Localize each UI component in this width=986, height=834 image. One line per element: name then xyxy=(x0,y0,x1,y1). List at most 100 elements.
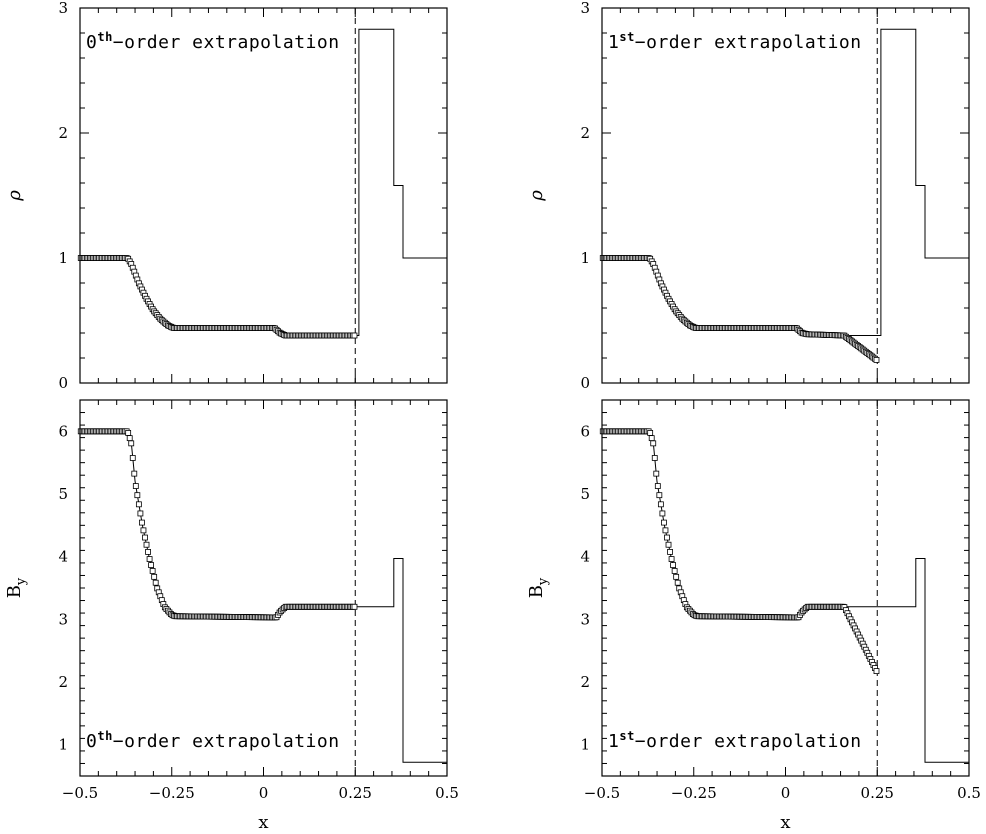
exact-solution-line xyxy=(80,430,447,763)
data-point xyxy=(126,435,133,442)
data-point xyxy=(149,568,156,574)
annotation-rest: −order extrapolation xyxy=(113,32,340,53)
y-axis-label-text: B xyxy=(526,585,547,598)
y-tick-label: 2 xyxy=(580,124,590,142)
y-tick-label: 1 xyxy=(58,736,68,754)
exact-solution-line xyxy=(80,28,447,336)
annotation-rest: −order extrapolation xyxy=(113,731,340,752)
data-point xyxy=(140,527,147,534)
x-tick-label: −0.5 xyxy=(62,784,98,802)
data-point xyxy=(673,573,680,580)
x-tick-label: −0.25 xyxy=(671,784,717,802)
x-tick-label: −0.25 xyxy=(149,784,195,802)
data-point xyxy=(131,470,138,477)
y-tick-label: 4 xyxy=(58,548,68,566)
y-axis-label-subscript: y xyxy=(536,577,551,586)
data-point xyxy=(667,549,673,555)
y-tick-label: 2 xyxy=(580,673,590,691)
annotation-superscript: th xyxy=(97,30,112,44)
plot-frame xyxy=(601,399,970,777)
y-axis-label-text: ρ xyxy=(526,190,547,202)
data-point xyxy=(650,440,657,447)
y-axis-label-text: ρ xyxy=(4,190,25,202)
plot-frame xyxy=(79,399,448,777)
data-point xyxy=(661,519,667,526)
data-point xyxy=(134,492,141,499)
data-point xyxy=(648,435,655,442)
y-axis-label: ρ xyxy=(526,190,547,202)
annotation-base: 0 xyxy=(86,731,97,752)
annotation-base: 1 xyxy=(608,32,619,53)
y-tick-label: 3 xyxy=(58,0,68,17)
x-axis-label: x xyxy=(258,812,268,833)
y-axis-label-text: B xyxy=(4,585,25,598)
y-tick-label: 3 xyxy=(580,0,590,17)
x-tick-label: −0.5 xyxy=(584,784,620,802)
data-point xyxy=(139,519,145,526)
data-point xyxy=(152,579,159,586)
y-tick-label: 1 xyxy=(580,249,590,267)
annotation-superscript: th xyxy=(97,729,112,743)
data-point xyxy=(664,534,670,541)
data-point xyxy=(654,483,661,489)
annotation-base: 0 xyxy=(86,32,97,53)
data-point xyxy=(145,549,151,555)
data-point xyxy=(151,573,158,580)
y-tick-label: 0 xyxy=(580,374,590,392)
data-point xyxy=(132,483,139,489)
annotation-base: 1 xyxy=(608,731,619,752)
annotation-rest: −order extrapolation xyxy=(635,731,862,752)
data-point xyxy=(671,568,678,574)
exact-solution-line xyxy=(602,430,969,763)
x-tick-label: 0.5 xyxy=(435,784,459,802)
data-point xyxy=(659,510,666,517)
annotation-text: 0th−order extrapolation xyxy=(86,729,340,752)
data-point xyxy=(128,440,135,447)
data-point xyxy=(135,501,142,508)
y-tick-label: 5 xyxy=(580,485,590,503)
data-point xyxy=(137,510,144,517)
annotation-text: 0th−order extrapolation xyxy=(86,30,340,53)
data-point xyxy=(657,501,664,508)
y-tick-label: 3 xyxy=(58,610,68,628)
annotation-superscript: st xyxy=(619,30,634,44)
data-point xyxy=(142,534,148,541)
data-point xyxy=(662,527,669,534)
data-point xyxy=(873,668,880,674)
data-point xyxy=(653,470,660,477)
data-point xyxy=(125,429,132,436)
x-tick-label: 0.25 xyxy=(861,784,894,802)
y-tick-label: 4 xyxy=(580,548,590,566)
x-tick-label: 0.25 xyxy=(339,784,372,802)
y-tick-label: 2 xyxy=(58,124,68,142)
x-tick-label: 0 xyxy=(781,784,791,802)
data-point xyxy=(351,603,358,610)
x-tick-label: 0 xyxy=(259,784,269,802)
plot-frame xyxy=(601,7,970,384)
data-point xyxy=(146,556,153,562)
y-tick-label: 0 xyxy=(58,374,68,392)
data-point xyxy=(148,562,155,568)
exact-solution-line xyxy=(602,28,969,336)
data-point xyxy=(656,492,663,499)
data-point xyxy=(651,455,658,461)
x-axis-label: x xyxy=(780,812,790,833)
annotation-rest: −order extrapolation xyxy=(635,32,862,53)
data-point xyxy=(143,541,150,548)
y-tick-label: 6 xyxy=(580,422,590,440)
data-point xyxy=(665,541,672,548)
data-point xyxy=(647,429,654,436)
y-tick-label: 5 xyxy=(58,485,68,503)
data-point xyxy=(873,357,880,363)
data-point xyxy=(674,579,681,586)
y-tick-label: 1 xyxy=(580,736,590,754)
data-point xyxy=(129,455,136,461)
annotation-text: 1st−order extrapolation xyxy=(608,30,862,53)
y-tick-label: 2 xyxy=(58,673,68,691)
plot-frame xyxy=(79,7,448,384)
